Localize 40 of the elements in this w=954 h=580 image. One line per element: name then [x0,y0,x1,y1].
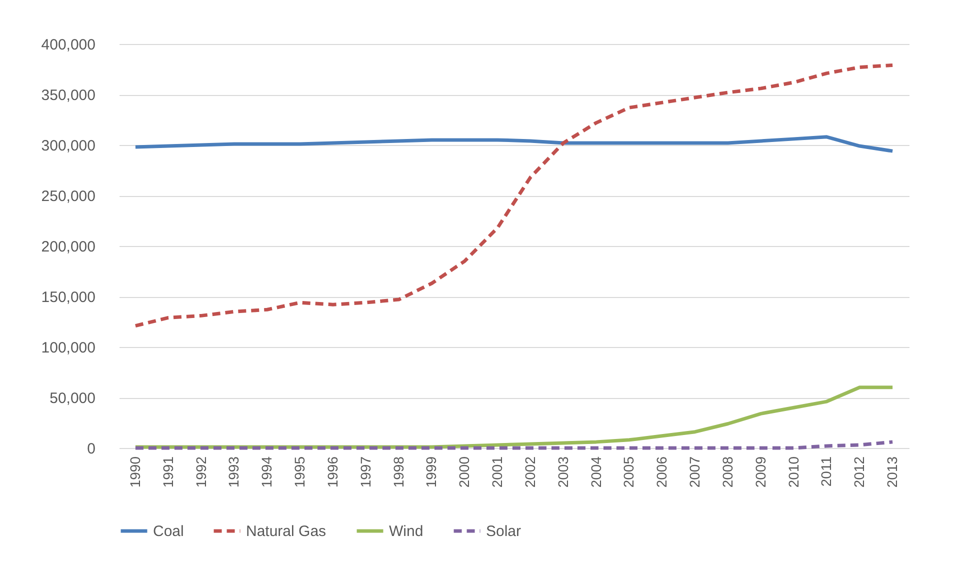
y-tick-label: 150,000 [41,289,96,306]
y-tick-label: 50,000 [50,390,96,407]
x-tick-label: 1993 [226,456,242,488]
line-series [134,63,894,328]
x-tick-label: 2009 [752,456,768,488]
y-tick-label: 200,000 [41,238,96,256]
legend-label: Natural Gas [246,523,326,540]
y-tick-label: 250,000 [41,188,96,205]
x-tick-label: 2002 [522,456,538,488]
x-tick-label: 2007 [686,456,703,488]
y-tick-label: 350,000 [41,87,96,104]
x-tick-label: 2012 [851,456,868,488]
y-tick-label: 400,000 [41,36,96,54]
line-series [134,440,894,450]
x-tick-label: 1998 [390,456,406,488]
x-tick-label: 2004 [588,456,604,488]
x-tick-label: 2003 [554,456,571,488]
y-tick-label: 300,000 [41,138,96,154]
x-tick-label: 1995 [292,456,308,488]
legend-label: Solar [486,523,522,540]
x-tick-label: 1994 [258,456,275,488]
x-tick-label: 2011 [818,456,834,487]
x-tick-label: 2008 [719,456,736,488]
line-series [134,135,894,153]
x-tick-label: 2000 [456,456,472,488]
x-tick-label: 2013 [884,456,900,488]
y-tick-label: 100,000 [41,340,96,356]
y-tick-label: 0 [87,440,96,458]
x-tick-label: 1997 [357,456,374,488]
legend-label: Wind [389,523,424,540]
x-tick-label: 1996 [324,456,340,488]
x-tick-label: 1999 [423,456,440,488]
x-tick-label: 2005 [620,456,637,488]
x-tick-label: 2010 [785,456,802,488]
legend-label: Coal [153,523,184,540]
x-tick-label: 2001 [489,456,506,488]
x-tick-label: 1991 [160,456,176,488]
x-tick-label: 1992 [192,456,209,488]
x-tick-label: 1990 [126,456,143,488]
x-tick-label: 2006 [654,456,670,488]
